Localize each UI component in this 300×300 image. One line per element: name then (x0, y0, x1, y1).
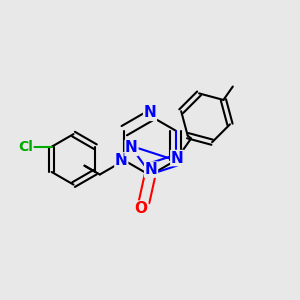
Text: O: O (135, 201, 148, 216)
Text: Cl: Cl (18, 140, 33, 154)
Text: N: N (125, 140, 138, 155)
Text: N: N (171, 151, 184, 166)
Text: N: N (144, 105, 156, 120)
Text: N: N (145, 162, 158, 177)
Text: N: N (115, 153, 128, 168)
